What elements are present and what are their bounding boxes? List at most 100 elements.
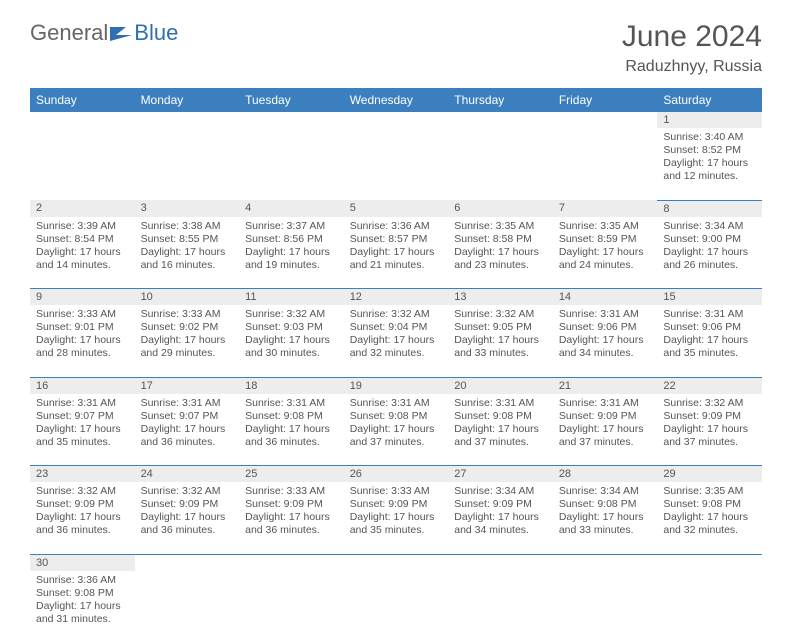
day-number-cell (448, 554, 553, 571)
daylight-text: Daylight: 17 hours and 37 minutes. (454, 423, 547, 449)
daylight-text: Daylight: 17 hours and 35 minutes. (663, 334, 756, 360)
weekday-header: Saturday (657, 88, 762, 112)
sunrise-text: Sunrise: 3:39 AM (36, 220, 129, 233)
sunrise-text: Sunrise: 3:32 AM (141, 485, 234, 498)
day-details: Sunrise: 3:32 AMSunset: 9:03 PMDaylight:… (245, 308, 338, 361)
day-body-cell (135, 571, 240, 643)
sunrise-text: Sunrise: 3:31 AM (245, 397, 338, 410)
day-number-cell (135, 554, 240, 571)
day-body-cell: Sunrise: 3:32 AMSunset: 9:03 PMDaylight:… (239, 305, 344, 377)
day-number-cell (135, 112, 240, 128)
sunrise-text: Sunrise: 3:35 AM (454, 220, 547, 233)
day-body-cell: Sunrise: 3:32 AMSunset: 9:04 PMDaylight:… (344, 305, 449, 377)
sunrise-text: Sunrise: 3:35 AM (559, 220, 652, 233)
daylight-text: Daylight: 17 hours and 16 minutes. (141, 246, 234, 272)
day-body-cell: Sunrise: 3:31 AMSunset: 9:06 PMDaylight:… (553, 305, 658, 377)
day-body-cell (553, 571, 658, 643)
day-body-cell: Sunrise: 3:31 AMSunset: 9:09 PMDaylight:… (553, 394, 658, 466)
day-number-cell (239, 554, 344, 571)
day-body-cell (448, 571, 553, 643)
day-body-cell: Sunrise: 3:36 AMSunset: 8:57 PMDaylight:… (344, 217, 449, 289)
sunrise-text: Sunrise: 3:36 AM (36, 574, 129, 587)
daynum-row: 30 (30, 554, 762, 571)
sunset-text: Sunset: 9:05 PM (454, 321, 547, 334)
day-body-cell: Sunrise: 3:32 AMSunset: 9:09 PMDaylight:… (657, 394, 762, 466)
calendar-body: 1Sunrise: 3:40 AMSunset: 8:52 PMDaylight… (30, 112, 762, 643)
day-details: Sunrise: 3:32 AMSunset: 9:04 PMDaylight:… (350, 308, 443, 361)
day-number-cell: 15 (657, 289, 762, 306)
flag-icon (110, 25, 132, 41)
sunset-text: Sunset: 8:59 PM (559, 233, 652, 246)
day-body-cell: Sunrise: 3:33 AMSunset: 9:01 PMDaylight:… (30, 305, 135, 377)
sunset-text: Sunset: 9:09 PM (245, 498, 338, 511)
day-details: Sunrise: 3:31 AMSunset: 9:06 PMDaylight:… (663, 308, 756, 361)
weekday-header: Tuesday (239, 88, 344, 112)
sunrise-text: Sunrise: 3:32 AM (663, 397, 756, 410)
sunrise-text: Sunrise: 3:32 AM (245, 308, 338, 321)
day-number-cell: 28 (553, 466, 658, 483)
sunset-text: Sunset: 9:04 PM (350, 321, 443, 334)
sunset-text: Sunset: 9:08 PM (245, 410, 338, 423)
sunset-text: Sunset: 9:01 PM (36, 321, 129, 334)
sunrise-text: Sunrise: 3:34 AM (663, 220, 756, 233)
day-number-cell: 3 (135, 200, 240, 217)
day-details: Sunrise: 3:37 AMSunset: 8:56 PMDaylight:… (245, 220, 338, 273)
sunset-text: Sunset: 9:09 PM (350, 498, 443, 511)
daylight-text: Daylight: 17 hours and 29 minutes. (141, 334, 234, 360)
day-body-cell: Sunrise: 3:34 AMSunset: 9:00 PMDaylight:… (657, 217, 762, 289)
day-number-cell (239, 112, 344, 128)
sunrise-text: Sunrise: 3:31 AM (454, 397, 547, 410)
day-body-cell: Sunrise: 3:32 AMSunset: 9:09 PMDaylight:… (30, 482, 135, 554)
day-body-cell: Sunrise: 3:31 AMSunset: 9:08 PMDaylight:… (239, 394, 344, 466)
day-details: Sunrise: 3:39 AMSunset: 8:54 PMDaylight:… (36, 220, 129, 273)
day-details: Sunrise: 3:31 AMSunset: 9:08 PMDaylight:… (245, 397, 338, 450)
day-body-cell: Sunrise: 3:39 AMSunset: 8:54 PMDaylight:… (30, 217, 135, 289)
day-details: Sunrise: 3:33 AMSunset: 9:01 PMDaylight:… (36, 308, 129, 361)
day-number-cell: 12 (344, 289, 449, 306)
day-details: Sunrise: 3:34 AMSunset: 9:08 PMDaylight:… (559, 485, 652, 538)
day-details: Sunrise: 3:35 AMSunset: 8:59 PMDaylight:… (559, 220, 652, 273)
day-body-cell: Sunrise: 3:35 AMSunset: 8:59 PMDaylight:… (553, 217, 658, 289)
sunset-text: Sunset: 8:58 PM (454, 233, 547, 246)
month-title: June 2024 (622, 20, 762, 54)
weekday-header: Thursday (448, 88, 553, 112)
daylight-text: Daylight: 17 hours and 36 minutes. (245, 423, 338, 449)
day-details: Sunrise: 3:32 AMSunset: 9:09 PMDaylight:… (36, 485, 129, 538)
sunrise-text: Sunrise: 3:31 AM (350, 397, 443, 410)
day-details: Sunrise: 3:35 AMSunset: 8:58 PMDaylight:… (454, 220, 547, 273)
sunset-text: Sunset: 9:00 PM (663, 233, 756, 246)
day-body-cell: Sunrise: 3:32 AMSunset: 9:05 PMDaylight:… (448, 305, 553, 377)
day-number-cell (553, 112, 658, 128)
daylight-text: Daylight: 17 hours and 36 minutes. (141, 423, 234, 449)
day-body-cell: Sunrise: 3:34 AMSunset: 9:08 PMDaylight:… (553, 482, 658, 554)
daylight-text: Daylight: 17 hours and 36 minutes. (245, 511, 338, 537)
day-number-cell: 17 (135, 377, 240, 394)
daylight-text: Daylight: 17 hours and 37 minutes. (559, 423, 652, 449)
sunrise-text: Sunrise: 3:33 AM (245, 485, 338, 498)
day-body-cell (30, 128, 135, 200)
daylight-text: Daylight: 17 hours and 37 minutes. (350, 423, 443, 449)
daylight-text: Daylight: 17 hours and 23 minutes. (454, 246, 547, 272)
day-number-cell: 20 (448, 377, 553, 394)
daynum-row: 1 (30, 112, 762, 128)
day-number-cell: 10 (135, 289, 240, 306)
day-body-cell: Sunrise: 3:34 AMSunset: 9:09 PMDaylight:… (448, 482, 553, 554)
day-details: Sunrise: 3:31 AMSunset: 9:08 PMDaylight:… (350, 397, 443, 450)
day-body-cell (657, 571, 762, 643)
day-details: Sunrise: 3:33 AMSunset: 9:09 PMDaylight:… (350, 485, 443, 538)
sunrise-text: Sunrise: 3:31 AM (559, 308, 652, 321)
day-body-cell: Sunrise: 3:33 AMSunset: 9:09 PMDaylight:… (344, 482, 449, 554)
daylight-text: Daylight: 17 hours and 36 minutes. (141, 511, 234, 537)
title-block: June 2024 Raduzhnyy, Russia (622, 20, 762, 76)
day-number-cell: 4 (239, 200, 344, 217)
header: General Blue June 2024 Raduzhnyy, Russia (30, 20, 762, 76)
day-details: Sunrise: 3:31 AMSunset: 9:09 PMDaylight:… (559, 397, 652, 450)
sunrise-text: Sunrise: 3:33 AM (350, 485, 443, 498)
daylight-text: Daylight: 17 hours and 24 minutes. (559, 246, 652, 272)
sunset-text: Sunset: 9:09 PM (559, 410, 652, 423)
sunset-text: Sunset: 9:09 PM (141, 498, 234, 511)
day-details: Sunrise: 3:31 AMSunset: 9:07 PMDaylight:… (36, 397, 129, 450)
sunset-text: Sunset: 8:57 PM (350, 233, 443, 246)
day-body-cell: Sunrise: 3:31 AMSunset: 9:08 PMDaylight:… (448, 394, 553, 466)
sunset-text: Sunset: 9:06 PM (559, 321, 652, 334)
